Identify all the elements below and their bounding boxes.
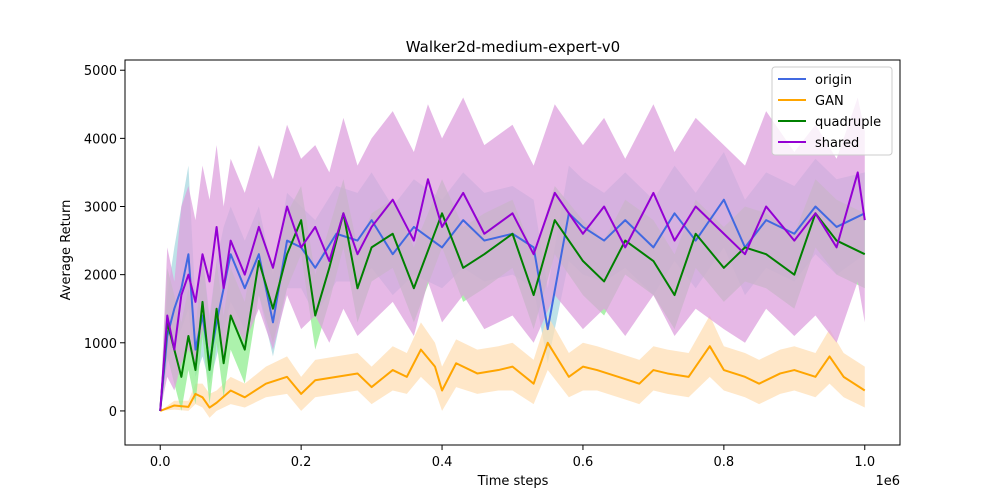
y-tick-label: 3000	[84, 201, 117, 216]
y-tick-label: 4000	[84, 132, 117, 147]
y-axis-label: Average Return	[59, 200, 74, 301]
x-tick-label: 0.4	[432, 455, 453, 470]
y-tick-label: 5000	[84, 64, 117, 79]
legend: origin GAN quadruple shared	[771, 66, 893, 156]
x-tick-label: 0.2	[291, 455, 312, 470]
x-tick-label: 0.6	[573, 455, 594, 470]
series-lines	[159, 171, 866, 412]
legend-label-GAN: GAN	[815, 94, 844, 109]
legend-label-quadruple: quadruple	[815, 115, 881, 130]
chart-title: Walker2d-medium-expert-v0	[406, 38, 620, 56]
series-line-GAN	[159, 341, 866, 412]
x-axis-offset-label: 1e6	[875, 474, 900, 489]
y-axis-ticks: 0 1000 2000 3000 4000 5000	[84, 64, 125, 420]
series-line-quadruple	[159, 212, 866, 412]
x-tick-label: 0.0	[150, 455, 171, 470]
x-axis-label: Time steps	[477, 474, 549, 489]
legend-box	[771, 66, 893, 156]
legend-label-shared: shared	[815, 136, 859, 151]
y-tick-label: 1000	[84, 337, 117, 352]
x-axis-ticks: 0.0 0.2 0.4 0.6 0.8 1.0	[150, 445, 875, 470]
x-tick-label: 1.0	[854, 455, 875, 470]
legend-label-origin: origin	[815, 73, 852, 88]
y-tick-label: 0	[109, 405, 117, 420]
x-tick-label: 0.8	[714, 455, 735, 470]
series-line-shared	[159, 171, 866, 412]
plot-frame	[124, 59, 901, 446]
y-tick-label: 2000	[84, 269, 117, 284]
band-shared	[160, 97, 865, 411]
